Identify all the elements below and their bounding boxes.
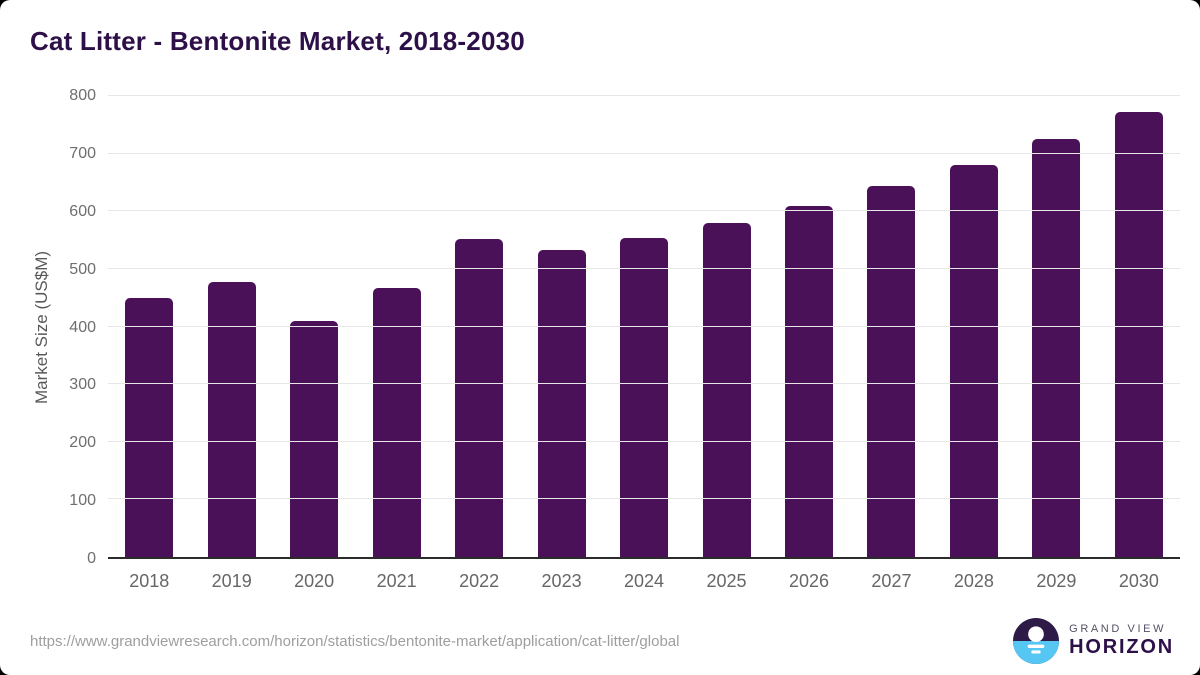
bar-2021 [372,288,421,557]
chart-title: Cat Litter - Bentonite Market, 2018-2030 [30,26,525,56]
x-label-2018: 2018 [129,570,170,591]
bar-2023 [537,249,586,557]
bar-slot-2027 [850,96,932,557]
bar-slot-2022 [438,96,520,557]
bar-slot-2018 [108,96,190,557]
plot-area [108,95,1180,559]
x-label-2019: 2019 [211,570,252,591]
gridline-800 [108,95,1180,96]
y-tick-700: 700 [69,144,96,162]
bar-slot-2020 [273,96,355,557]
y-tick-300: 300 [69,376,96,394]
gridline-500 [108,267,1180,269]
bar-slot-2023 [520,96,602,557]
y-tick-800: 800 [69,87,96,104]
bar-slot-2021 [355,96,437,557]
gridline-400 [108,325,1180,327]
x-label-2026: 2026 [788,570,829,591]
y-tick-600: 600 [69,202,96,220]
logo-text: GRAND VIEW HORIZON [1069,623,1174,659]
gridline-200 [108,440,1180,442]
x-axis-labels: 2018 2019 2020 2021 2022 2023 2024 2025 2026 2027… [108,559,1180,599]
x-label-2025: 2025 [706,570,747,591]
bar-slot-2019 [190,96,272,557]
y-axis-ticks: 0 100 200 300 400 500 600 700 800 [54,88,108,567]
x-label-2029: 2029 [1036,570,1077,591]
logo-product-line: HORIZON [1069,635,1174,658]
y-tick-500: 500 [69,260,96,278]
bar-slot-2030 [1098,96,1180,557]
y-tick-200: 200 [69,434,96,452]
y-tick-100: 100 [69,492,96,510]
horizon-logo-icon [1013,618,1060,664]
x-label-2021: 2021 [376,570,417,591]
bar-slot-2025 [685,96,767,557]
bar-2019 [207,281,256,557]
bar-2018 [125,297,174,557]
bar-2030 [1114,111,1163,557]
bar-2024 [620,237,669,557]
bar-slot-2026 [768,96,850,557]
x-label-2022: 2022 [459,570,500,591]
y-tick-0: 0 [87,550,96,567]
x-label-2024: 2024 [624,570,665,591]
x-label-2020: 2020 [294,570,335,591]
bar-slot-2028 [933,96,1015,557]
footer: https://www.grandviewresearch.com/horizo… [30,617,1174,665]
x-label-2030: 2030 [1118,570,1159,591]
bar-2027 [867,186,916,557]
bar-2022 [455,238,504,557]
bar-2029 [1032,138,1081,557]
bar-2025 [702,222,751,557]
bar-2020 [290,320,339,557]
x-label-2023: 2023 [541,570,582,591]
x-label-2027: 2027 [871,570,912,591]
bar-slot-2029 [1015,96,1097,557]
y-axis-title: Market Size (US$M) [32,250,51,405]
gridline-100 [108,498,1180,500]
bar-slot-2024 [603,96,685,557]
grand-view-horizon-logo: GRAND VIEW HORIZON [1013,618,1174,664]
logo-brand-line: GRAND VIEW [1069,623,1167,636]
x-label-2028: 2028 [953,570,994,591]
bars-container [108,96,1180,557]
y-tick-400: 400 [69,318,96,336]
gridline-600 [108,210,1180,212]
source-url: https://www.grandviewresearch.com/horizo… [30,632,680,650]
bar-2028 [949,164,998,557]
gridline-300 [108,383,1180,385]
bar-chart: Market Size (US$M) 0 100 200 300 400 500 600 70… [30,88,1180,599]
bar-2026 [784,206,833,557]
gridline-700 [108,152,1180,154]
